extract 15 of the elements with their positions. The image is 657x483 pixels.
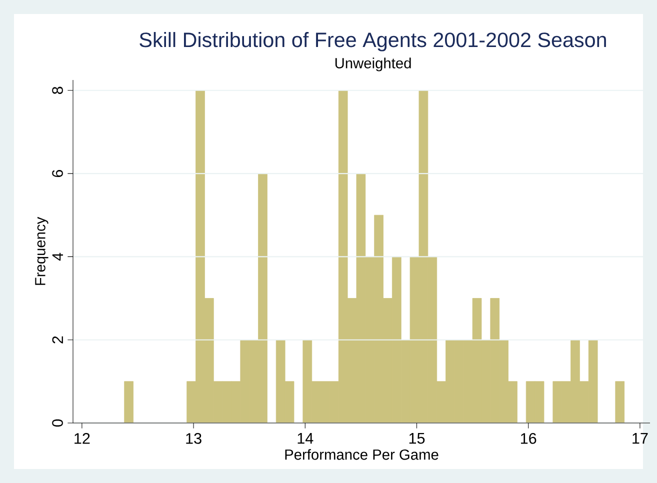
x-tick-label: 14: [298, 433, 314, 444]
y-tick-label: 2: [52, 336, 63, 344]
chart-subtitle: Unweighted: [335, 58, 411, 72]
x-tick-label: 16: [520, 433, 536, 444]
y-axis-title: Frequency: [35, 216, 48, 285]
x-tick-label: 12: [74, 433, 90, 444]
y-tick-label: 8: [52, 86, 63, 94]
x-tick-label: 17: [632, 433, 648, 444]
y-tick-label: 6: [52, 170, 63, 178]
x-tick-label: 13: [186, 433, 202, 444]
x-tick-label: 15: [409, 433, 425, 444]
y-tick-label: 0: [52, 419, 63, 427]
chart-title: Skill Distribution of Free Agents 2001-2002 Season: [140, 32, 606, 52]
y-tick-label: 4: [52, 252, 63, 261]
x-axis-title: Performance Per Game: [285, 449, 438, 460]
